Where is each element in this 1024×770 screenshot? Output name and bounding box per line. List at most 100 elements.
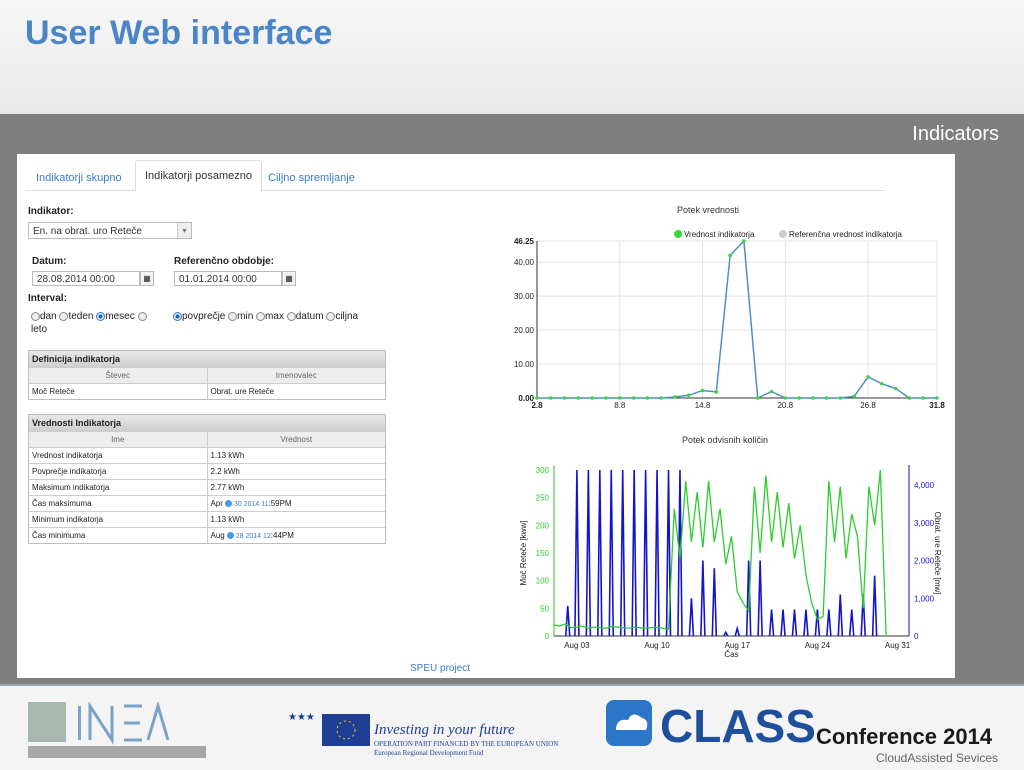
legend-marker	[674, 230, 682, 238]
table-cell: 2.2 kWh	[206, 464, 386, 479]
y-tick-label-left: 50	[540, 604, 549, 613]
x-tick-label: 31.8	[929, 401, 945, 410]
tab-bar: Indikatorji skupno Indikatorji posamezno…	[25, 160, 885, 192]
svg-text:Conference 2014: Conference 2014	[816, 724, 993, 749]
legend-marker	[779, 230, 787, 238]
class-conference-logo: CLASS Conference 2014 CloudAssisted Sevi…	[606, 700, 998, 764]
y-tick-label-left: 250	[536, 494, 550, 503]
tab-ciljno-spremljanje[interactable]: Ciljno spremljanje	[268, 172, 355, 184]
data-point	[562, 396, 567, 400]
clock-icon	[224, 500, 232, 508]
y-tick-label: 20.00	[514, 326, 535, 335]
footer-link[interactable]: SPEU project	[410, 663, 471, 674]
chart-title: Potek odvisnih količin	[682, 435, 768, 445]
table-header: Ime Vrednost	[29, 431, 385, 447]
table-cell: Aug 28 2014 12:44PM	[206, 528, 386, 543]
calendar-icon[interactable]: ▦	[140, 271, 154, 286]
data-point	[617, 396, 622, 400]
radio-mesec[interactable]: mesec	[96, 311, 135, 322]
x-tick-label: 14.8	[695, 401, 711, 410]
svg-text:European Regional Development: European Regional Development Fund	[374, 749, 484, 757]
values-panel: Vrednosti Indikatorja Ime Vrednost Vredn…	[28, 414, 386, 544]
y-tick-label-left: 150	[536, 549, 550, 558]
radio-leto[interactable]: leto	[31, 311, 147, 335]
inea-logo	[28, 702, 206, 758]
ref-period-input[interactable]: 01.01.2014 00:00	[174, 271, 282, 286]
definition-panel: Definicija indikatorja Števec Imenovalec…	[28, 350, 386, 400]
data-point	[797, 396, 801, 400]
data-point	[631, 396, 636, 400]
radio-datum[interactable]: datum	[286, 311, 324, 322]
y-axis-title-left: Moč Reteče [kww]	[519, 521, 528, 586]
datum-input[interactable]: 28.08.2014 00:00	[32, 271, 140, 286]
table-cell: Minimum indikatorja	[32, 515, 104, 524]
ref-period-label: Referenčno obdobje:	[174, 256, 275, 267]
interval-radio-group: dan teden mesec leto	[31, 310, 161, 336]
x-tick-label: 8.8	[614, 401, 626, 410]
data-point	[907, 396, 912, 400]
table-cell: 1.13 kWh	[206, 448, 386, 463]
data-point	[921, 396, 926, 400]
y-tick-label-left: 300	[536, 466, 550, 475]
stat-radio-group: povprečje min max datum ciljna	[173, 310, 358, 323]
clock-icon	[226, 532, 234, 540]
panel-title: Vrednosti Indikatorja	[29, 415, 385, 431]
x-tick-label: 2.8	[531, 401, 543, 410]
table-header: Števec Imenovalec	[29, 367, 385, 383]
interval-label: Interval:	[28, 293, 67, 304]
data-point	[659, 396, 663, 400]
data-point	[893, 386, 898, 391]
radio-min[interactable]: min	[228, 311, 253, 322]
calendar-icon[interactable]: ▦	[282, 271, 296, 286]
table-cell: Apr 30 2014 11:59PM	[206, 496, 386, 511]
table-row: Čas maksimuma Apr 30 2014 11:59PM	[29, 495, 385, 511]
column-header: Števec	[105, 371, 130, 380]
x-tick-label: Aug 03	[564, 641, 590, 650]
table-row: Minimum indikatorja 1.13 kWh	[29, 511, 385, 527]
app-screenshot: Indikatorji skupno Indikatorji posamezno…	[17, 154, 955, 678]
tab-indikatorji-skupno[interactable]: Indikatorji skupno	[36, 172, 122, 184]
data-point	[590, 396, 594, 400]
svg-text:CLASS: CLASS	[660, 700, 816, 752]
table-cell: 1.13 kWh	[206, 512, 386, 527]
svg-text:★★★: ★★★	[288, 712, 315, 723]
x-tick-label: 20.8	[777, 401, 793, 410]
y-tick-label: 40.00	[514, 258, 535, 267]
table-row: Čas minimuma Aug 28 2014 12:44PM	[29, 527, 385, 543]
x-tick-label: Aug 10	[644, 641, 670, 650]
slide-title: User Web interface	[25, 14, 333, 52]
y-tick-label-left: 200	[536, 521, 550, 530]
data-point	[852, 394, 857, 399]
legend-label: Vrednost indikatorja	[684, 230, 755, 239]
y-tick-label-right: 0	[914, 632, 919, 641]
radio-max[interactable]: max	[256, 311, 284, 322]
y-tick-label-left: 100	[536, 577, 550, 586]
y-tick-label: 46.25	[514, 237, 535, 246]
data-point	[769, 389, 774, 394]
tab-indikatorji-posamezno[interactable]: Indikatorji posamezno	[135, 160, 263, 192]
data-point	[824, 396, 829, 400]
data-point	[742, 239, 746, 243]
radio-teden[interactable]: teden	[59, 311, 94, 322]
dependent-quantities-chart: Potek odvisnih količin 0 50 100 150 200 250 300…	[519, 435, 942, 659]
y-tick-label: 0.00	[518, 394, 534, 403]
table-row: Vrednost indikatorja 1.13 kWh	[29, 447, 385, 463]
data-point	[535, 396, 539, 400]
data-point	[604, 396, 608, 400]
series-line	[537, 239, 937, 400]
radio-ciljna[interactable]: ciljna	[326, 311, 358, 322]
legend-label: Referenčna vrednost indikatorja	[789, 230, 903, 239]
indikator-select[interactable]: En. na obrat. uro Reteče ▼	[28, 222, 192, 239]
data-point	[811, 396, 815, 400]
slide-header	[0, 0, 1024, 114]
data-point	[686, 393, 691, 398]
chevron-down-icon: ▼	[177, 223, 191, 238]
data-point	[714, 390, 719, 394]
radio-povprecje[interactable]: povprečje	[173, 311, 225, 322]
table-cell: Maksimum indikatorja	[32, 483, 110, 492]
eu-investing-logo: ★★★ Investing in your future OPERATION P…	[288, 712, 558, 757]
radio-dan[interactable]: dan	[31, 311, 57, 322]
table-cell: 2.77 kWh	[206, 480, 386, 495]
column-header: Vrednost	[206, 432, 386, 447]
table-row: Povprečje indikatorja 2.2 kWh	[29, 463, 385, 479]
